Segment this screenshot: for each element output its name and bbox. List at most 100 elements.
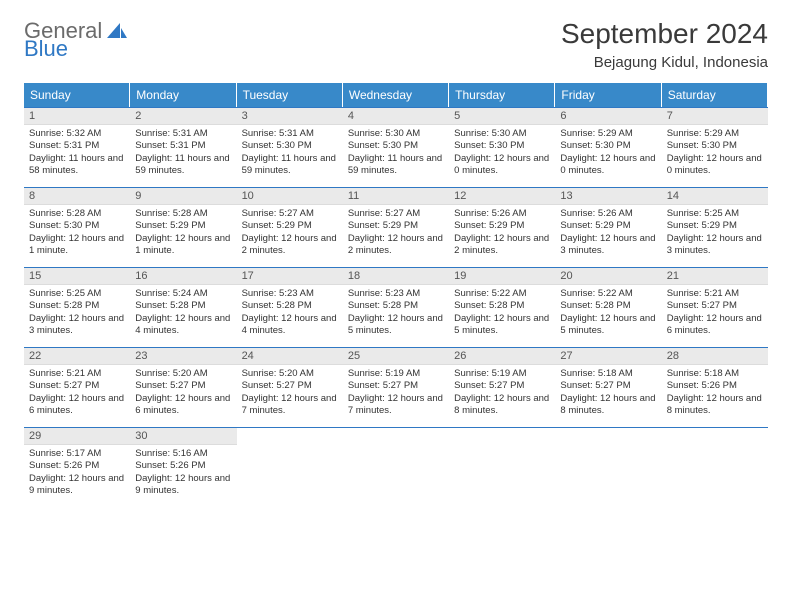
day-body: Sunrise: 5:23 AMSunset: 5:28 PMDaylight:… bbox=[237, 285, 343, 347]
weekday-header: Wednesday bbox=[343, 83, 449, 107]
sunset-line: Sunset: 5:28 PM bbox=[454, 300, 550, 312]
sunset-line: Sunset: 5:30 PM bbox=[348, 140, 444, 152]
day-number: 24 bbox=[237, 348, 343, 365]
location: Bejagung Kidul, Indonesia bbox=[561, 54, 768, 71]
sunrise-line: Sunrise: 5:20 AM bbox=[242, 368, 338, 380]
calendar-cell: 30Sunrise: 5:16 AMSunset: 5:26 PMDayligh… bbox=[130, 427, 236, 507]
day-number: 18 bbox=[343, 268, 449, 285]
sunrise-line: Sunrise: 5:32 AM bbox=[29, 128, 125, 140]
calendar-cell: 10Sunrise: 5:27 AMSunset: 5:29 PMDayligh… bbox=[237, 187, 343, 267]
daylight-line: Daylight: 12 hours and 6 minutes. bbox=[29, 393, 125, 418]
calendar-cell: 8Sunrise: 5:28 AMSunset: 5:30 PMDaylight… bbox=[24, 187, 130, 267]
day-body: Sunrise: 5:30 AMSunset: 5:30 PMDaylight:… bbox=[343, 125, 449, 187]
sunset-line: Sunset: 5:26 PM bbox=[135, 460, 231, 472]
day-number: 19 bbox=[449, 268, 555, 285]
day-number: 6 bbox=[555, 108, 661, 125]
sunrise-line: Sunrise: 5:30 AM bbox=[348, 128, 444, 140]
daylight-line: Daylight: 12 hours and 6 minutes. bbox=[135, 393, 231, 418]
day-body: Sunrise: 5:31 AMSunset: 5:31 PMDaylight:… bbox=[130, 125, 236, 187]
day-number: 23 bbox=[130, 348, 236, 365]
sunrise-line: Sunrise: 5:18 AM bbox=[560, 368, 656, 380]
calendar-cell: 29Sunrise: 5:17 AMSunset: 5:26 PMDayligh… bbox=[24, 427, 130, 507]
day-body: Sunrise: 5:29 AMSunset: 5:30 PMDaylight:… bbox=[555, 125, 661, 187]
sunrise-line: Sunrise: 5:25 AM bbox=[29, 288, 125, 300]
daylight-line: Daylight: 12 hours and 4 minutes. bbox=[135, 313, 231, 338]
sunrise-line: Sunrise: 5:19 AM bbox=[454, 368, 550, 380]
day-number: 4 bbox=[343, 108, 449, 125]
sunset-line: Sunset: 5:28 PM bbox=[242, 300, 338, 312]
day-body: Sunrise: 5:23 AMSunset: 5:28 PMDaylight:… bbox=[343, 285, 449, 347]
sunrise-line: Sunrise: 5:19 AM bbox=[348, 368, 444, 380]
sunrise-line: Sunrise: 5:30 AM bbox=[454, 128, 550, 140]
day-body: Sunrise: 5:32 AMSunset: 5:31 PMDaylight:… bbox=[24, 125, 130, 187]
calendar-cell bbox=[662, 427, 768, 507]
daylight-line: Daylight: 12 hours and 2 minutes. bbox=[348, 233, 444, 258]
sunrise-line: Sunrise: 5:31 AM bbox=[135, 128, 231, 140]
calendar-cell: 27Sunrise: 5:18 AMSunset: 5:27 PMDayligh… bbox=[555, 347, 661, 427]
sunset-line: Sunset: 5:26 PM bbox=[29, 460, 125, 472]
day-body: Sunrise: 5:28 AMSunset: 5:29 PMDaylight:… bbox=[130, 205, 236, 267]
calendar-cell bbox=[343, 427, 449, 507]
sunset-line: Sunset: 5:27 PM bbox=[560, 380, 656, 392]
day-body: Sunrise: 5:29 AMSunset: 5:30 PMDaylight:… bbox=[662, 125, 768, 187]
daylight-line: Daylight: 12 hours and 7 minutes. bbox=[242, 393, 338, 418]
sunrise-line: Sunrise: 5:28 AM bbox=[135, 208, 231, 220]
sunset-line: Sunset: 5:30 PM bbox=[29, 220, 125, 232]
day-body: Sunrise: 5:18 AMSunset: 5:27 PMDaylight:… bbox=[555, 365, 661, 427]
day-number: 11 bbox=[343, 188, 449, 205]
weekday-header: Friday bbox=[555, 83, 661, 107]
calendar-cell: 17Sunrise: 5:23 AMSunset: 5:28 PMDayligh… bbox=[237, 267, 343, 347]
day-number: 25 bbox=[343, 348, 449, 365]
daylight-line: Daylight: 12 hours and 0 minutes. bbox=[454, 153, 550, 178]
day-body: Sunrise: 5:21 AMSunset: 5:27 PMDaylight:… bbox=[662, 285, 768, 347]
calendar-cell: 28Sunrise: 5:18 AMSunset: 5:26 PMDayligh… bbox=[662, 347, 768, 427]
day-body: Sunrise: 5:27 AMSunset: 5:29 PMDaylight:… bbox=[237, 205, 343, 267]
daylight-line: Daylight: 11 hours and 59 minutes. bbox=[348, 153, 444, 178]
sunset-line: Sunset: 5:30 PM bbox=[242, 140, 338, 152]
sunrise-line: Sunrise: 5:25 AM bbox=[667, 208, 763, 220]
daylight-line: Daylight: 12 hours and 1 minute. bbox=[135, 233, 231, 258]
sunset-line: Sunset: 5:27 PM bbox=[242, 380, 338, 392]
calendar-cell: 13Sunrise: 5:26 AMSunset: 5:29 PMDayligh… bbox=[555, 187, 661, 267]
day-number: 7 bbox=[662, 108, 768, 125]
day-body: Sunrise: 5:26 AMSunset: 5:29 PMDaylight:… bbox=[449, 205, 555, 267]
day-number: 20 bbox=[555, 268, 661, 285]
calendar-cell: 23Sunrise: 5:20 AMSunset: 5:27 PMDayligh… bbox=[130, 347, 236, 427]
day-number: 26 bbox=[449, 348, 555, 365]
day-body: Sunrise: 5:26 AMSunset: 5:29 PMDaylight:… bbox=[555, 205, 661, 267]
calendar-cell: 19Sunrise: 5:22 AMSunset: 5:28 PMDayligh… bbox=[449, 267, 555, 347]
day-number: 30 bbox=[130, 428, 236, 445]
calendar-cell: 3Sunrise: 5:31 AMSunset: 5:30 PMDaylight… bbox=[237, 107, 343, 187]
sunset-line: Sunset: 5:27 PM bbox=[348, 380, 444, 392]
day-body: Sunrise: 5:25 AMSunset: 5:28 PMDaylight:… bbox=[24, 285, 130, 347]
day-number: 27 bbox=[555, 348, 661, 365]
day-body: Sunrise: 5:16 AMSunset: 5:26 PMDaylight:… bbox=[130, 445, 236, 507]
daylight-line: Daylight: 12 hours and 9 minutes. bbox=[135, 473, 231, 498]
calendar-cell: 5Sunrise: 5:30 AMSunset: 5:30 PMDaylight… bbox=[449, 107, 555, 187]
calendar-cell: 12Sunrise: 5:26 AMSunset: 5:29 PMDayligh… bbox=[449, 187, 555, 267]
calendar-cell: 11Sunrise: 5:27 AMSunset: 5:29 PMDayligh… bbox=[343, 187, 449, 267]
day-body: Sunrise: 5:27 AMSunset: 5:29 PMDaylight:… bbox=[343, 205, 449, 267]
sunrise-line: Sunrise: 5:22 AM bbox=[454, 288, 550, 300]
weekday-header: Sunday bbox=[24, 83, 130, 107]
day-number: 5 bbox=[449, 108, 555, 125]
logo-text-2: Blue bbox=[24, 36, 68, 62]
day-number: 3 bbox=[237, 108, 343, 125]
sunset-line: Sunset: 5:28 PM bbox=[560, 300, 656, 312]
day-number: 1 bbox=[24, 108, 130, 125]
sunrise-line: Sunrise: 5:27 AM bbox=[348, 208, 444, 220]
calendar-grid: SundayMondayTuesdayWednesdayThursdayFrid… bbox=[24, 83, 768, 507]
sunrise-line: Sunrise: 5:29 AM bbox=[560, 128, 656, 140]
day-body: Sunrise: 5:22 AMSunset: 5:28 PMDaylight:… bbox=[555, 285, 661, 347]
sunset-line: Sunset: 5:26 PM bbox=[667, 380, 763, 392]
day-body: Sunrise: 5:20 AMSunset: 5:27 PMDaylight:… bbox=[130, 365, 236, 427]
logo-sail-icon bbox=[106, 22, 128, 40]
calendar-cell: 4Sunrise: 5:30 AMSunset: 5:30 PMDaylight… bbox=[343, 107, 449, 187]
sunrise-line: Sunrise: 5:16 AM bbox=[135, 448, 231, 460]
day-body: Sunrise: 5:28 AMSunset: 5:30 PMDaylight:… bbox=[24, 205, 130, 267]
day-body: Sunrise: 5:22 AMSunset: 5:28 PMDaylight:… bbox=[449, 285, 555, 347]
sunrise-line: Sunrise: 5:27 AM bbox=[242, 208, 338, 220]
calendar-cell: 22Sunrise: 5:21 AMSunset: 5:27 PMDayligh… bbox=[24, 347, 130, 427]
weekday-header: Tuesday bbox=[237, 83, 343, 107]
daylight-line: Daylight: 11 hours and 59 minutes. bbox=[135, 153, 231, 178]
